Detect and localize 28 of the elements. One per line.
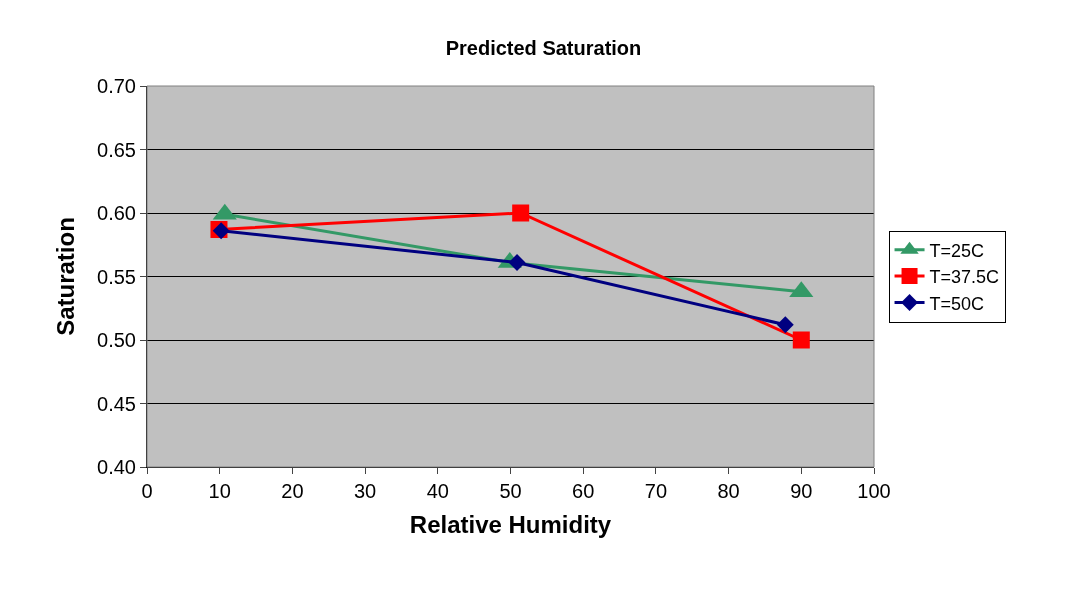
y-tick-label: 0.60 xyxy=(97,202,136,224)
legend-label: T=25C xyxy=(929,240,985,261)
legend-label: T=37.5C xyxy=(929,267,1000,288)
x-tick-label: 70 xyxy=(644,480,668,502)
y-tick-label: 0.40 xyxy=(97,456,136,478)
x-tick-label: 20 xyxy=(281,480,304,502)
y-tick-label: 0.45 xyxy=(97,392,136,415)
x-tick-label: 50 xyxy=(499,480,522,502)
point xyxy=(512,204,530,222)
x-tick-label: 100 xyxy=(857,480,891,502)
x-tick-label: 30 xyxy=(353,480,377,502)
y-tick-label: 0.70 xyxy=(97,75,136,97)
x-tick-label: 80 xyxy=(717,480,740,502)
y-axis-title: Saturation xyxy=(52,217,80,336)
y-tick-label: 0.55 xyxy=(97,265,136,288)
point xyxy=(792,331,810,349)
x-tick-label: 90 xyxy=(790,480,813,502)
chart-title: Predicted Saturation xyxy=(445,37,642,60)
point xyxy=(776,316,794,334)
y-tick-label: 0.50 xyxy=(97,329,136,351)
x-tick-label: 10 xyxy=(208,480,231,502)
x-tick-label: 40 xyxy=(426,480,449,502)
point xyxy=(508,254,526,271)
x-tick-label: 0 xyxy=(141,480,153,502)
x-tick-label: 60 xyxy=(572,480,595,502)
x-axis-title: Relative Humidity xyxy=(409,511,612,539)
legend-label: T=50C xyxy=(929,293,985,314)
y-tick-label: 0.65 xyxy=(97,138,136,161)
